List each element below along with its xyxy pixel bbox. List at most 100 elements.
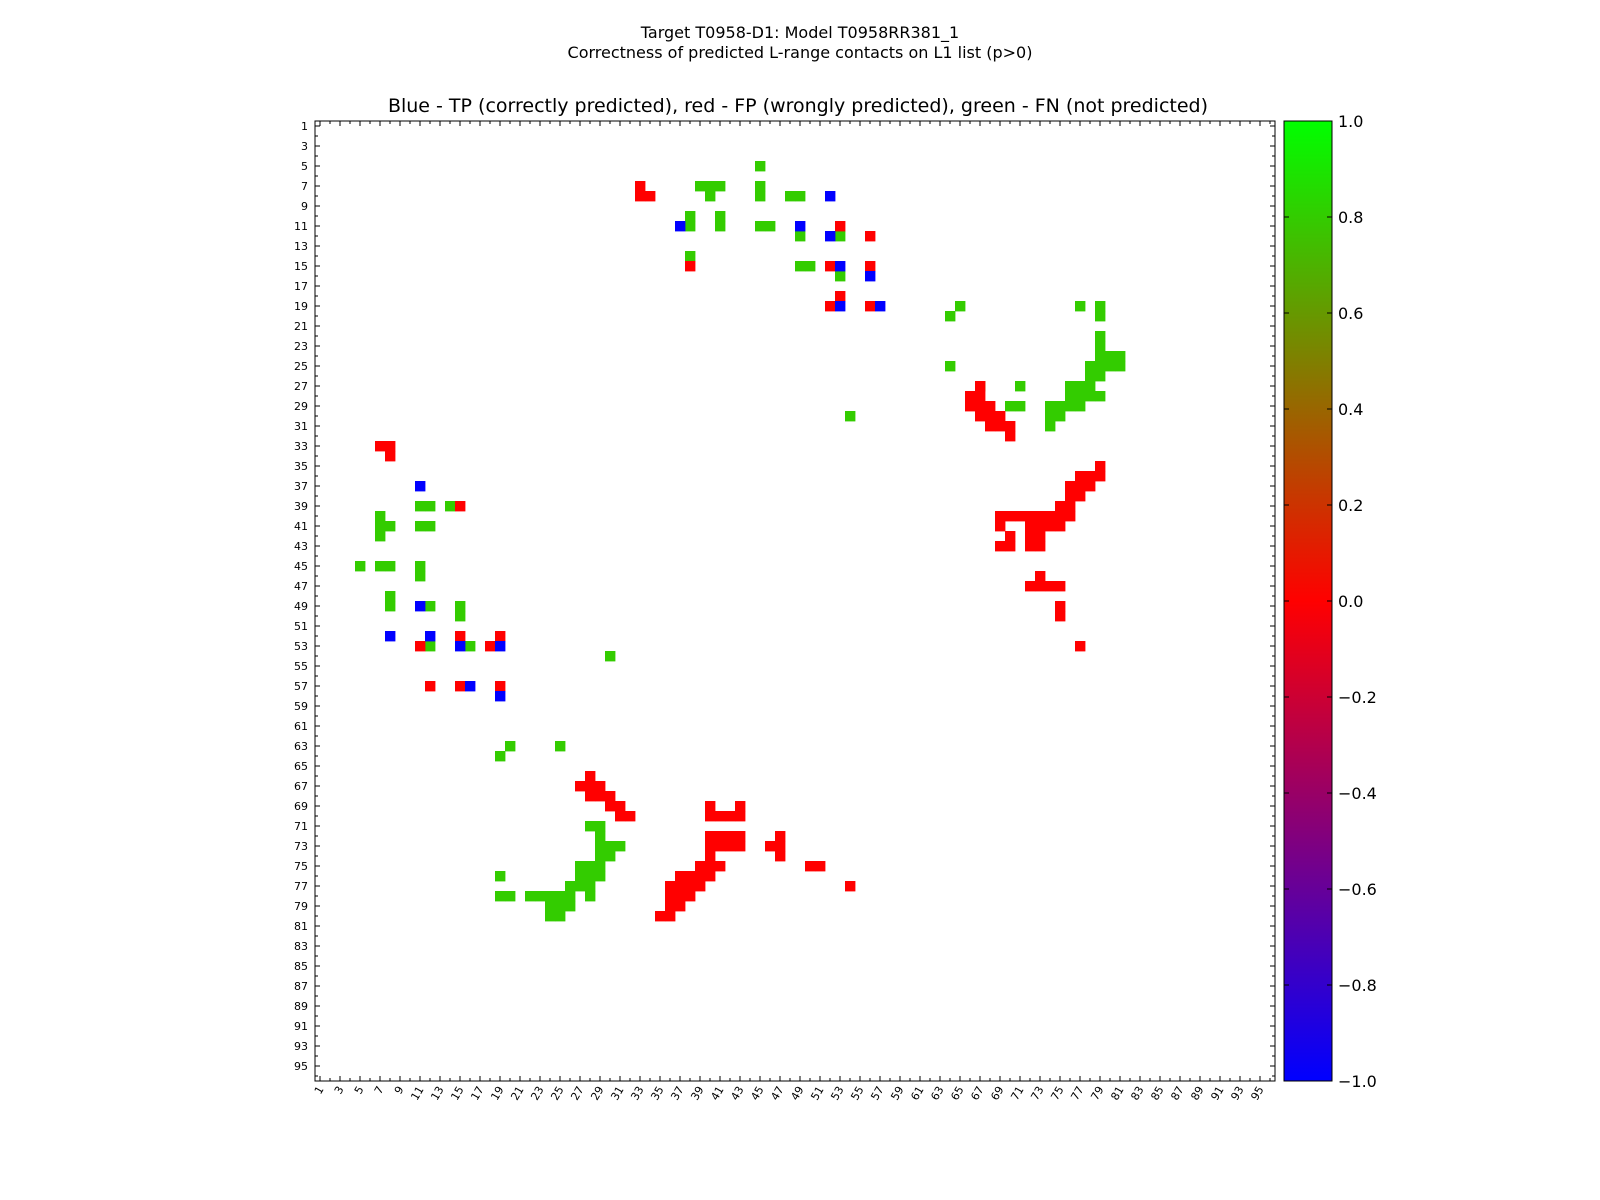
contact-cell-fp: [1035, 521, 1046, 532]
contact-cell-fp: [1055, 501, 1066, 512]
contact-cell-fp: [685, 261, 696, 272]
x-tick-label: 77: [1068, 1084, 1086, 1103]
contact-cell-fn: [1105, 351, 1116, 362]
contact-cell-fn: [385, 561, 396, 572]
contact-cell-fp: [965, 401, 976, 412]
contact-cell-fn: [605, 841, 616, 852]
contact-cell-fn: [585, 871, 596, 882]
contact-cell-fp: [715, 831, 726, 842]
contact-cell-fp: [1065, 511, 1076, 522]
contact-cell-fn: [495, 871, 506, 882]
x-tick-label: 71: [1008, 1084, 1026, 1103]
contact-cell-fn: [1075, 391, 1086, 402]
contact-cell-fp: [835, 221, 846, 232]
contact-cell-fn: [1005, 401, 1016, 412]
contact-cell-fn: [1115, 351, 1126, 362]
contact-cell-fp: [605, 801, 616, 812]
contact-cell-fn: [415, 571, 426, 582]
contact-cell-fp: [595, 781, 606, 792]
contact-cell-fp: [585, 771, 596, 782]
x-tick-label: 63: [928, 1084, 946, 1103]
y-tick-label: 41: [294, 520, 308, 533]
contact-cell-fp: [1025, 521, 1036, 532]
contact-cell-fp: [1025, 581, 1036, 592]
contact-cell-fp: [1095, 471, 1106, 482]
contact-cell-fn: [765, 221, 776, 232]
contact-cell-fp: [665, 911, 676, 922]
x-tick-label: 43: [728, 1084, 746, 1103]
contact-cell-fn: [715, 181, 726, 192]
x-tick-label: 3: [332, 1084, 347, 1097]
contact-cell-fp: [1035, 541, 1046, 552]
y-tick-label: 27: [294, 380, 308, 393]
y-tick-label: 15: [294, 260, 308, 273]
contact-cell-fn: [425, 521, 436, 532]
contact-cell-fn: [385, 521, 396, 532]
contact-cell-fp: [455, 501, 466, 512]
x-tick-label: 15: [448, 1084, 466, 1103]
contact-cell-fp: [495, 631, 506, 642]
contact-cell-fp: [805, 861, 816, 872]
x-tick-label: 39: [688, 1084, 706, 1103]
colorbar-tick-label: 0.4: [1338, 400, 1363, 419]
contact-cell-fn: [505, 891, 516, 902]
colorbar-tick-label: −1.0: [1338, 1072, 1377, 1091]
contact-cell-fp: [775, 851, 786, 862]
contact-cell-fn: [805, 261, 816, 272]
y-tick-label: 23: [294, 340, 308, 353]
contact-cell-fn: [385, 601, 396, 612]
contact-cell-fp: [1005, 541, 1016, 552]
contact-cell-fn: [375, 511, 386, 522]
contact-cell-fp: [705, 801, 716, 812]
contact-cell-fp: [995, 511, 1006, 522]
y-tick-label: 91: [294, 1020, 308, 1033]
contact-cell-fp: [1075, 491, 1086, 502]
contact-cell-fp: [675, 891, 686, 902]
contact-cell-fn: [1075, 401, 1086, 412]
contact-cell-fn: [595, 871, 606, 882]
contact-cell-tp: [835, 301, 846, 312]
contact-cell-fn: [1095, 301, 1106, 312]
contact-cell-fn: [1085, 391, 1096, 402]
y-tick-label: 25: [294, 360, 308, 373]
contact-cell-fp: [1035, 571, 1046, 582]
contact-cell-fn: [685, 221, 696, 232]
y-tick-label: 59: [294, 700, 308, 713]
contact-cell-fp: [585, 791, 596, 802]
contact-cell-fp: [775, 841, 786, 852]
contact-cell-fn: [505, 741, 516, 752]
y-tick-label: 37: [294, 480, 308, 493]
contact-cell-fn: [615, 841, 626, 852]
x-tick-label: 41: [708, 1084, 726, 1103]
x-tick-label: 55: [848, 1084, 866, 1103]
y-tick-label: 43: [294, 540, 308, 553]
contact-cell-fn: [845, 411, 856, 422]
contact-cell-fn: [595, 821, 606, 832]
contact-cell-fp: [485, 641, 496, 652]
x-tick-label: 19: [488, 1084, 506, 1103]
x-tick-label: 67: [968, 1084, 986, 1103]
x-tick-label: 87: [1168, 1084, 1186, 1103]
contact-cell-fn: [605, 851, 616, 862]
contact-cell-fn: [375, 521, 386, 532]
contact-cell-fp: [715, 841, 726, 852]
y-tick-label: 83: [294, 940, 308, 953]
contact-cell-fn: [795, 261, 806, 272]
x-tick-label: 35: [648, 1084, 666, 1103]
contact-cell-fp: [1065, 501, 1076, 512]
x-tick-label: 51: [808, 1084, 826, 1103]
contact-cell-fn: [1075, 381, 1086, 392]
contact-cell-tp: [865, 271, 876, 282]
contact-cell-fp: [1065, 491, 1076, 502]
contact-cell-fp: [765, 841, 776, 852]
contact-cell-fp: [1035, 511, 1046, 522]
contact-cell-fn: [585, 891, 596, 902]
contact-map-cells: [355, 161, 1126, 922]
colorbar-tick-label: −0.8: [1338, 976, 1377, 995]
contact-cell-fp: [865, 261, 876, 272]
x-tick-label: 5: [352, 1084, 367, 1097]
contact-cell-fn: [715, 221, 726, 232]
contact-cell-fn: [1115, 361, 1126, 372]
contact-cell-fp: [1075, 481, 1086, 492]
